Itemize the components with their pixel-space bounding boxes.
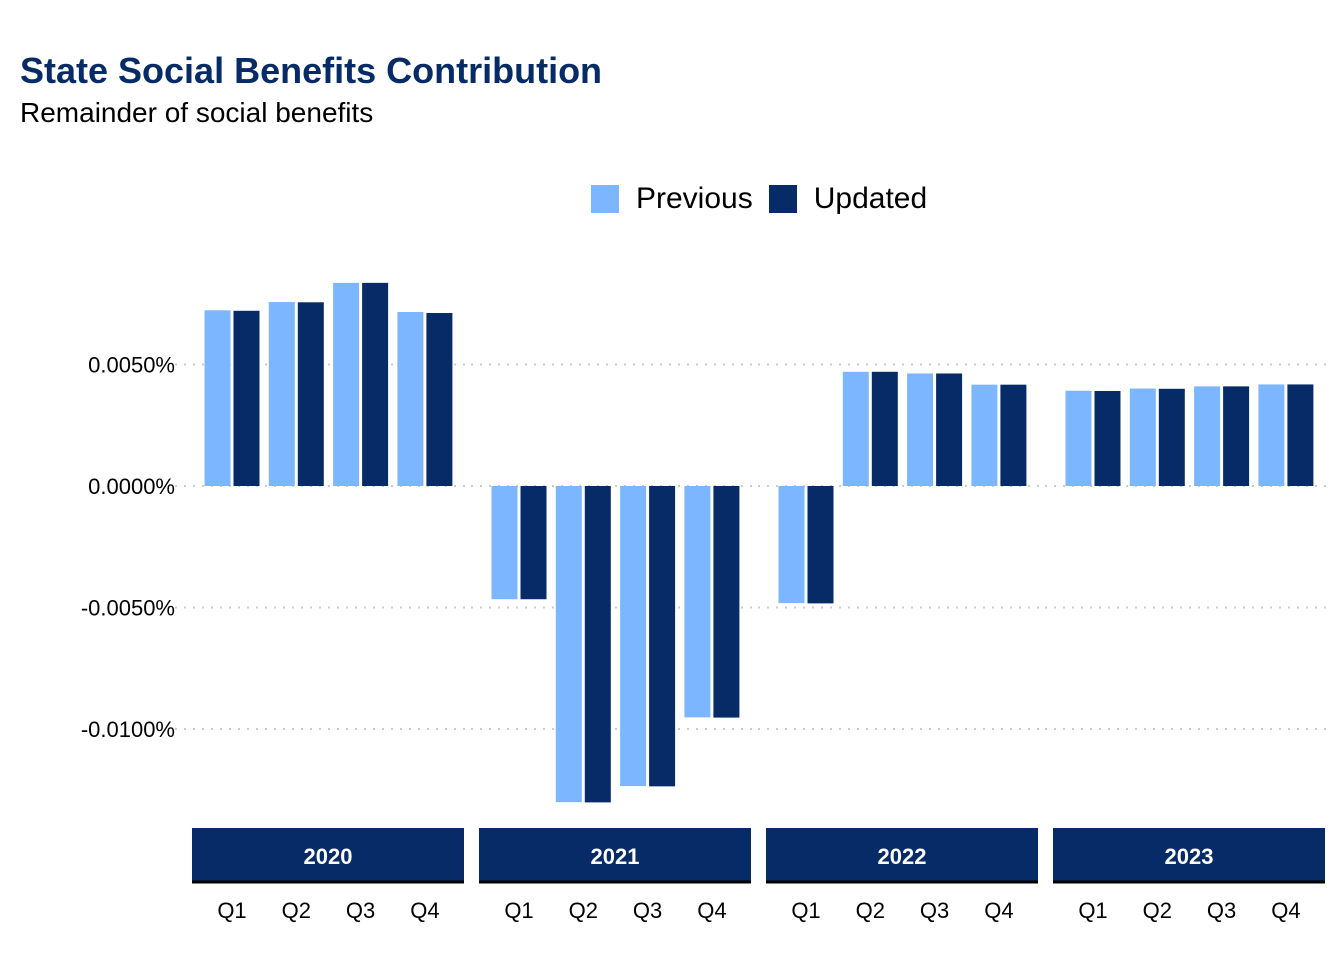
bar-updated-2020-q3 <box>362 282 389 486</box>
bar-updated-2021-q1 <box>520 486 547 600</box>
facet-strip <box>192 828 464 882</box>
facet-label: 2020 <box>304 844 353 869</box>
bar-previous-2020-q3 <box>333 282 360 486</box>
bar-previous-2020-q4 <box>397 312 424 486</box>
x-tick-label: Q1 <box>504 898 533 923</box>
bar-previous-2023-q1 <box>1065 390 1092 486</box>
x-tick-label: Q2 <box>1143 898 1172 923</box>
bar-updated-2020-q4 <box>426 312 453 486</box>
x-tick-label: Q3 <box>1207 898 1236 923</box>
legend-swatch-updated <box>768 185 797 213</box>
bar-updated-2021-q2 <box>584 486 611 803</box>
bar-updated-2022-q1 <box>807 486 834 604</box>
x-tick-label: Q2 <box>569 898 598 923</box>
bar-previous-2023-q3 <box>1194 386 1221 486</box>
bar-updated-2021-q4 <box>713 486 740 718</box>
x-tick-label: Q1 <box>217 898 246 923</box>
bar-updated-2023-q2 <box>1158 388 1185 486</box>
bar-previous-2021-q1 <box>491 486 518 600</box>
bar-updated-2020-q1 <box>233 310 260 486</box>
legend: Previous Updated <box>591 182 943 216</box>
bar-updated-2022-q3 <box>936 373 963 486</box>
facet-strip <box>1053 828 1325 882</box>
bar-updated-2022-q2 <box>871 371 898 486</box>
x-tick-label: Q4 <box>697 898 726 923</box>
chart-subtitle: Remainder of social benefits <box>20 97 374 128</box>
legend-label-updated: Updated <box>813 182 928 215</box>
bar-updated-2023-q1 <box>1094 390 1121 486</box>
bar-previous-2021-q4 <box>684 486 711 718</box>
facet-label: 2021 <box>591 844 640 869</box>
y-tick-label: -0.0050% <box>81 596 175 621</box>
legend-item-updated: Updated <box>768 182 928 216</box>
y-tick-label: 0.0050% <box>88 353 175 378</box>
x-tick-label: Q1 <box>1078 898 1107 923</box>
bar-updated-2020-q2 <box>297 302 324 486</box>
bar-previous-2023-q4 <box>1258 384 1285 486</box>
x-tick-label: Q3 <box>920 898 949 923</box>
x-tick-label: Q4 <box>984 898 1013 923</box>
bar-updated-2023-q3 <box>1223 386 1250 486</box>
bar-previous-2022-q3 <box>907 373 934 486</box>
x-tick-label: Q3 <box>346 898 375 923</box>
bar-previous-2020-q2 <box>268 302 295 486</box>
bar-previous-2022-q4 <box>971 384 998 486</box>
x-tick-label: Q4 <box>410 898 439 923</box>
bar-previous-2021-q2 <box>555 486 582 803</box>
bar-previous-2020-q1 <box>204 310 231 486</box>
y-tick-label: 0.0000% <box>88 474 175 499</box>
x-tick-label: Q2 <box>856 898 885 923</box>
bar-previous-2021-q3 <box>620 486 647 787</box>
chart-title: State Social Benefits Contribution <box>20 50 603 91</box>
bar-updated-2021-q3 <box>649 486 676 787</box>
y-tick-label: -0.0100% <box>81 717 175 742</box>
facet-label: 2023 <box>1165 844 1214 869</box>
x-tick-label: Q3 <box>633 898 662 923</box>
bar-previous-2022-q2 <box>842 371 869 486</box>
facet-strip <box>479 828 751 882</box>
bar-previous-2022-q1 <box>778 486 805 604</box>
facet-label: 2022 <box>878 844 927 869</box>
x-tick-label: Q2 <box>282 898 311 923</box>
bar-updated-2022-q4 <box>1000 384 1027 486</box>
x-tick-label: Q1 <box>791 898 820 923</box>
x-tick-label: Q4 <box>1271 898 1300 923</box>
legend-swatch-previous <box>591 185 619 213</box>
bar-previous-2023-q2 <box>1129 388 1156 486</box>
facet-strip <box>766 828 1038 882</box>
bar-updated-2023-q4 <box>1287 384 1314 486</box>
legend-item-previous: Previous <box>591 182 753 216</box>
legend-label-previous: Previous <box>636 182 753 215</box>
